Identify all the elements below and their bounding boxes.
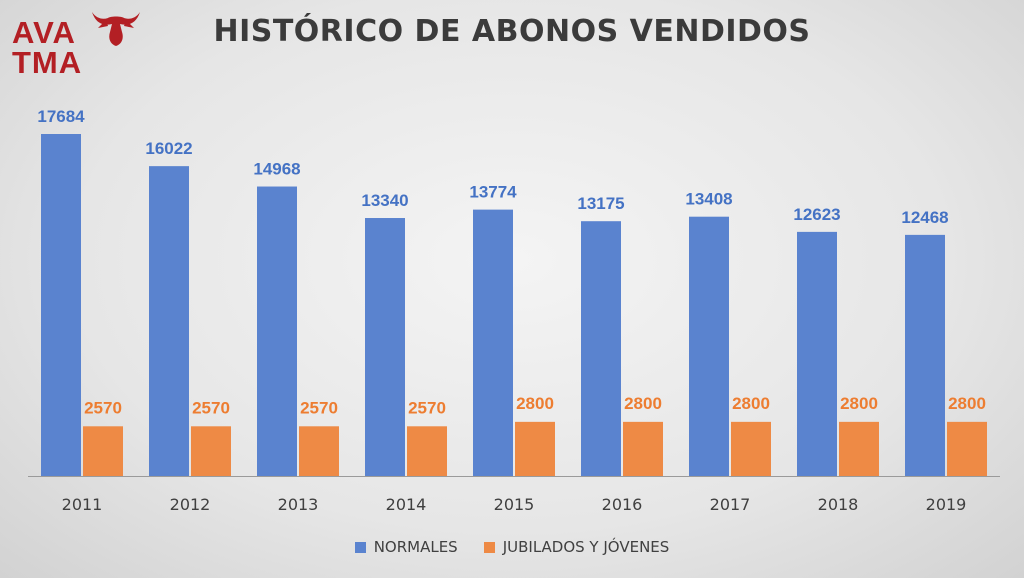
bar-jubilados-2017 [731, 421, 771, 476]
bar-jubilados-2012 [191, 426, 231, 476]
bar-jubilados-2018 [839, 421, 879, 476]
data-label-jubilados-2013: 2570 [300, 398, 338, 417]
x-tick-label-2018: 2018 [818, 495, 859, 514]
data-label-normales-2018: 12623 [793, 205, 840, 224]
bull-head-icon [92, 12, 140, 46]
data-label-normales-2017: 13408 [685, 190, 732, 209]
bar-normales-2011 [41, 134, 81, 476]
legend-swatch [354, 541, 366, 553]
data-label-normales-2016: 13175 [577, 194, 624, 213]
x-tick-label-2014: 2014 [386, 495, 427, 514]
x-tick-label-2013: 2013 [278, 495, 319, 514]
data-label-normales-2011: 17684 [37, 107, 85, 126]
bar-jubilados-2019 [947, 421, 987, 476]
logo-text-line1: AVA [12, 15, 76, 50]
x-tick-label-2016: 2016 [602, 495, 643, 514]
legend-item-jubilados: JUBILADOS Y JÓVENES [483, 538, 670, 556]
legend-swatch [483, 541, 495, 553]
data-label-jubilados-2016: 2800 [624, 394, 662, 413]
data-label-jubilados-2017: 2800 [732, 394, 770, 413]
data-label-normales-2015: 13774 [469, 183, 517, 202]
x-tick-label-2012: 2012 [170, 495, 211, 514]
data-label-jubilados-2014: 2570 [408, 398, 446, 417]
data-label-normales-2012: 16022 [145, 139, 192, 158]
x-tick-label-2019: 2019 [926, 495, 967, 514]
bar-jubilados-2013 [299, 426, 339, 476]
bar-normales-2019 [905, 234, 945, 476]
bar-jubilados-2014 [407, 426, 447, 476]
data-label-jubilados-2015: 2800 [516, 394, 554, 413]
data-label-normales-2013: 14968 [253, 160, 300, 179]
bar-jubilados-2015 [515, 421, 555, 476]
data-label-jubilados-2018: 2800 [840, 394, 878, 413]
x-tick-label-2011: 2011 [62, 495, 103, 514]
bar-normales-2018 [797, 231, 837, 476]
bar-chart: 17684 2570 2011 16022 2570 2012 14968 2570 2013 1… [28, 107, 1000, 514]
bar-jubilados-2011 [83, 426, 123, 476]
data-label-normales-2019: 12468 [901, 208, 948, 227]
data-label-jubilados-2012: 2570 [192, 398, 230, 417]
chart-title: HISTÓRICO DE ABONOS VENDIDOS [213, 14, 811, 49]
data-label-normales-2014: 13340 [361, 191, 408, 210]
logo-text-line2: TMA [12, 45, 83, 80]
bar-normales-2013 [257, 186, 297, 476]
logo: AVA TMA [12, 4, 147, 82]
bar-normales-2012 [149, 166, 189, 476]
bar-normales-2017 [689, 216, 729, 476]
legend: NORMALES JUBILADOS Y JÓVENES [0, 538, 1024, 556]
legend-item-normales: NORMALES [354, 538, 458, 556]
data-label-jubilados-2019: 2800 [948, 394, 986, 413]
x-tick-label-2015: 2015 [494, 495, 535, 514]
bar-normales-2014 [365, 218, 405, 476]
bar-normales-2016 [581, 221, 621, 476]
bar-jubilados-2016 [623, 421, 663, 476]
legend-label: JUBILADOS Y JÓVENES [502, 538, 670, 556]
x-tick-label-2017: 2017 [710, 495, 751, 514]
bar-normales-2015 [473, 209, 513, 477]
data-label-jubilados-2011: 2570 [84, 398, 122, 417]
legend-label: NORMALES [373, 538, 458, 556]
